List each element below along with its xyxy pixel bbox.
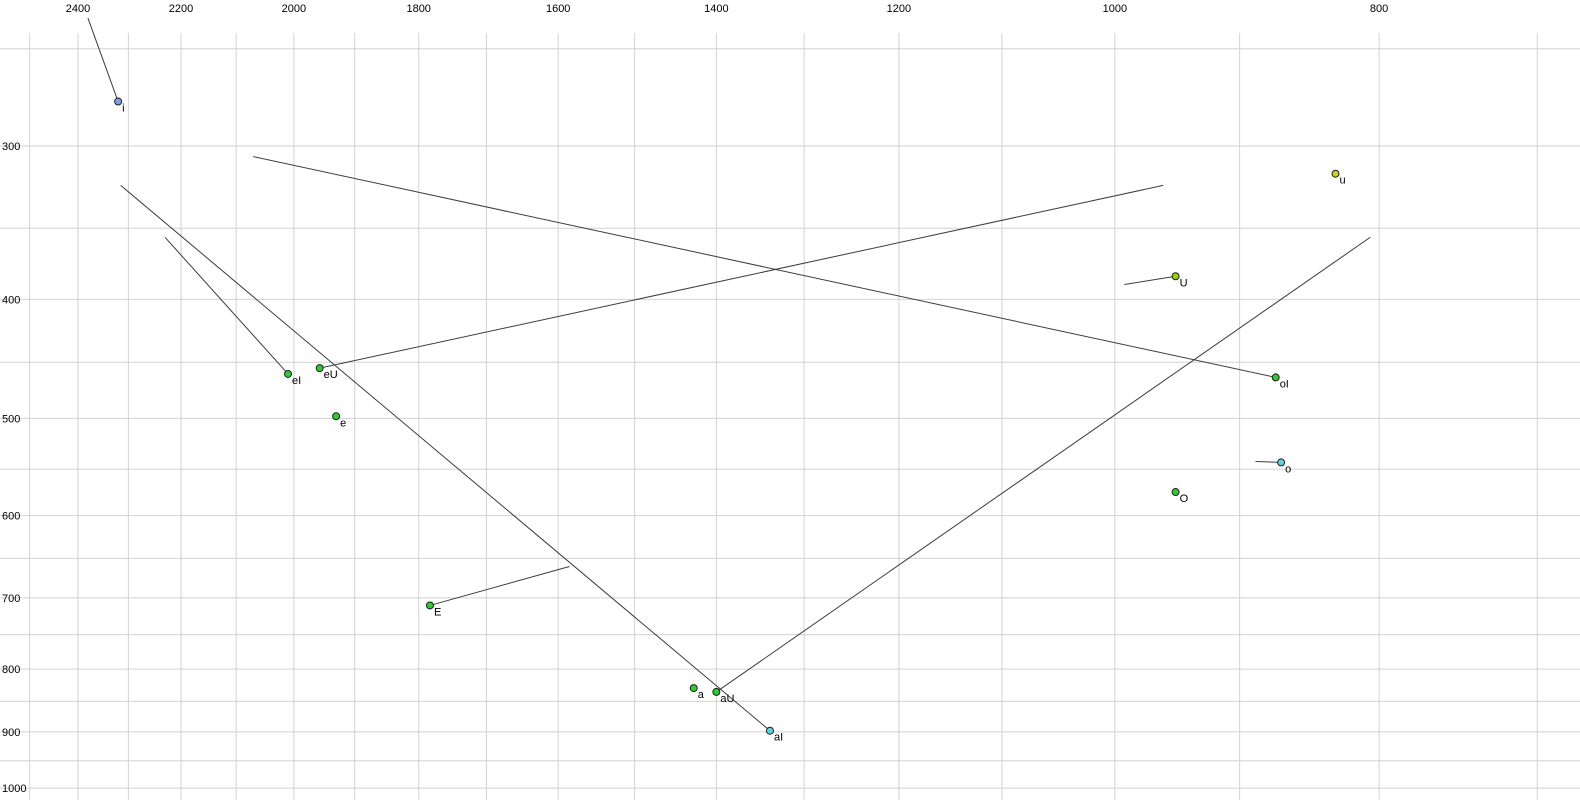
vowel-label-aI: aI [774,732,783,744]
vowel-label-i: i [122,103,124,115]
y-tick-label: 1000 [2,783,26,795]
vowel-point-aI[interactable] [765,726,774,735]
vowel-label-a: a [698,689,705,701]
diphthong-trajectory-E [429,566,570,606]
x-tick-label: 1600 [546,3,570,15]
y-tick-label: 800 [2,664,20,676]
y-tick-label: 900 [2,727,20,739]
vowel-point-i[interactable] [114,97,123,106]
vowel-label-e: e [340,417,346,429]
diphthong-trajectory-aI [120,185,771,732]
x-tick-label: 2400 [66,3,90,15]
vowel-point-eI[interactable] [284,369,293,378]
vowel-label-O: O [1180,493,1189,505]
y-tick-label: 400 [2,294,20,306]
y-tick-label: 300 [2,141,20,153]
x-tick-label: 1400 [704,3,728,15]
vowel-label-U: U [1180,277,1188,289]
vowel-label-u: u [1340,175,1346,187]
x-tick-label: 1800 [406,3,430,15]
vowel-point-U[interactable] [1171,272,1180,281]
vowel-label-eI: eI [292,375,301,387]
y-tick-label: 500 [2,413,20,425]
vowel-point-oI[interactable] [1271,373,1280,382]
vowel-label-E: E [434,606,441,618]
diphthong-trajectory-U [1124,275,1176,286]
diphthong-trajectory-oI [253,156,1276,378]
vowel-point-u[interactable] [1331,169,1340,178]
vowel-label-oI: oI [1280,378,1289,390]
vowel-point-aU[interactable] [712,687,721,696]
y-tick-label: 600 [2,511,20,523]
vowel-point-e[interactable] [332,412,341,421]
vowel-point-O[interactable] [1171,488,1180,497]
diphthong-trajectory-i [87,17,119,102]
vowel-label-eU: eU [324,369,338,381]
vowel-point-o[interactable] [1277,458,1286,467]
x-tick-label: 800 [1370,3,1388,15]
diphthong-trajectory-aU [716,236,1371,693]
diphthong-trajectory-eU [319,184,1164,369]
x-tick-label: 2200 [169,3,193,15]
vowel-label-aU: aU [720,693,734,705]
vowel-point-E[interactable] [425,601,434,610]
vowel-label-o: o [1285,463,1291,475]
y-tick-label: 700 [2,593,20,605]
diphthong-trajectory-o [1255,460,1282,463]
vowel-point-eU[interactable] [315,364,324,373]
x-tick-label: 1200 [887,3,911,15]
vowel-point-a[interactable] [689,684,698,693]
x-tick-label: 1000 [1103,3,1127,15]
x-tick-label: 2000 [282,3,306,15]
diphthong-trajectory-eI [164,236,289,375]
